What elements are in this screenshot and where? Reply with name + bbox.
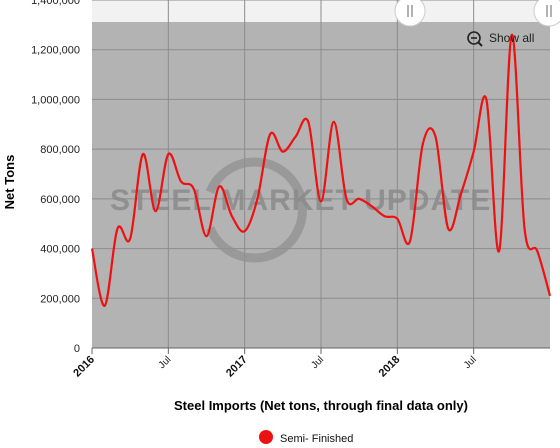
y-tick-label: 0 bbox=[74, 343, 80, 355]
x-tick-label: Jul bbox=[157, 354, 174, 371]
data-point[interactable] bbox=[281, 150, 284, 153]
y-tick-label: 1,400,000 bbox=[31, 0, 80, 7]
y-tick-label: 200,000 bbox=[40, 293, 80, 305]
y-tick-label: 1,000,000 bbox=[31, 94, 80, 106]
y-tick-label: 800,000 bbox=[40, 144, 80, 156]
data-point[interactable] bbox=[396, 217, 399, 220]
data-point[interactable] bbox=[523, 227, 526, 230]
data-point[interactable] bbox=[460, 192, 463, 195]
data-point[interactable] bbox=[243, 230, 246, 233]
watermark-text: STEEL MARKET UPDATE bbox=[110, 184, 491, 217]
data-point[interactable] bbox=[294, 135, 297, 138]
data-point[interactable] bbox=[91, 247, 94, 250]
data-point[interactable] bbox=[192, 188, 195, 191]
zoom-out-icon bbox=[467, 31, 483, 47]
data-point[interactable] bbox=[536, 250, 539, 253]
y-tick-label: 1,200,000 bbox=[31, 45, 80, 57]
data-point[interactable] bbox=[498, 250, 501, 253]
y-tick-label: 400,000 bbox=[40, 244, 80, 256]
data-point[interactable] bbox=[421, 143, 424, 146]
show-all-label: Show all bbox=[489, 31, 534, 45]
data-point[interactable] bbox=[409, 240, 412, 243]
data-point[interactable] bbox=[180, 180, 183, 183]
y-tick-label: 600,000 bbox=[40, 194, 80, 206]
x-tick-label: 2018 bbox=[377, 354, 403, 380]
data-point[interactable] bbox=[269, 133, 272, 136]
navigator-left-handle[interactable] bbox=[394, 0, 426, 27]
x-axis-title: Steel Imports (Net tons, through final d… bbox=[174, 398, 468, 413]
data-point[interactable] bbox=[154, 210, 157, 213]
data-point[interactable] bbox=[116, 227, 119, 230]
data-point[interactable] bbox=[129, 237, 132, 240]
data-point[interactable] bbox=[320, 200, 323, 203]
legend-item-semi-finished[interactable]: Semi- Finished bbox=[259, 430, 353, 445]
data-point[interactable] bbox=[103, 304, 106, 307]
data-point[interactable] bbox=[332, 120, 335, 123]
watermark: STEEL MARKET UPDATE bbox=[110, 157, 491, 263]
series-line-semi-finished[interactable] bbox=[90, 33, 552, 307]
x-tick-label: 2017 bbox=[224, 354, 250, 380]
data-point[interactable] bbox=[218, 185, 221, 188]
data-point[interactable] bbox=[549, 294, 552, 297]
data-point[interactable] bbox=[358, 197, 361, 200]
data-point[interactable] bbox=[345, 197, 348, 200]
data-point[interactable] bbox=[141, 153, 144, 156]
y-axis-title: Net Tons bbox=[2, 155, 17, 210]
x-tick-label: Jul bbox=[309, 354, 326, 371]
data-point[interactable] bbox=[434, 135, 437, 138]
data-point[interactable] bbox=[472, 150, 475, 153]
x-tick-label: Jul bbox=[462, 354, 479, 371]
legend-marker bbox=[259, 430, 273, 444]
data-point[interactable] bbox=[383, 215, 386, 218]
data-point[interactable] bbox=[205, 235, 208, 238]
data-point[interactable] bbox=[231, 215, 234, 218]
navigator-right-handle[interactable] bbox=[533, 0, 560, 27]
data-point[interactable] bbox=[256, 197, 259, 200]
data-point[interactable] bbox=[485, 98, 488, 101]
x-tick-label: 2016 bbox=[71, 354, 97, 380]
data-point[interactable] bbox=[307, 120, 310, 123]
legend-label: Semi- Finished bbox=[280, 433, 353, 445]
data-point[interactable] bbox=[370, 205, 373, 208]
data-point[interactable] bbox=[167, 153, 170, 156]
show-all-button[interactable]: Show all bbox=[467, 31, 534, 47]
data-point[interactable] bbox=[447, 227, 450, 230]
